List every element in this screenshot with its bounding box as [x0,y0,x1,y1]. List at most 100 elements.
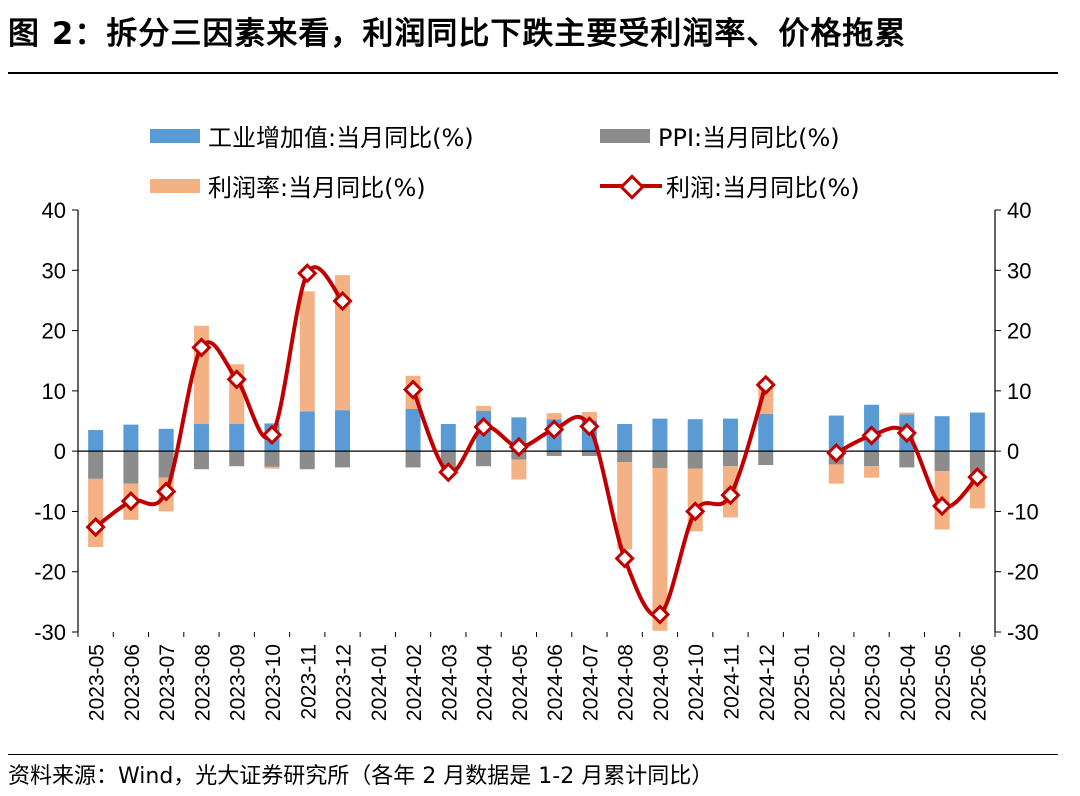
x-tick-label-2023-10: 2023-10 [262,644,285,721]
y-tick-label-right-20: 20 [1007,319,1031,344]
bar-industrial-2024-12 [758,413,774,452]
profit-point-2023-11 [297,263,318,284]
y-tick-label-left-40: 40 [42,198,66,223]
y-tick-label-right-40: 40 [1007,198,1031,223]
bar-industrial-2023-08 [193,424,209,452]
x-tick-label-2023-06: 2023-06 [121,644,144,721]
bar-industrial-2023-11 [299,411,315,452]
bar-margin-2024-08 [617,461,633,550]
profit-point-2024-09 [649,604,671,625]
x-tick-label-2023-12: 2023-12 [333,644,356,721]
x-tick-label-2023-08: 2023-08 [191,644,214,721]
x-tick-label-2024-05: 2024-05 [509,644,532,721]
y-tick-label-right--10: -10 [1007,499,1039,524]
bar-ppi-2025-04 [899,451,915,468]
x-tick-label-2023-05: 2023-05 [86,644,109,721]
legend-swatch-industrial [150,128,200,143]
bar-industrial-2023-07 [158,428,174,452]
legend-label-ppi: PPI:当月同比(%) [658,124,840,152]
y-tick-label-left--20: -20 [34,560,66,585]
bar-margin-2024-04 [476,405,492,411]
bar-ppi-2023-11 [299,451,315,470]
profit-point-2024-02 [402,379,424,400]
legend-swatch-margin [150,178,200,193]
profit-line-layer [85,263,988,625]
x-tick-label-2023-07: 2023-07 [156,644,179,721]
legend-item-profit: 利润:当月同比(%) [600,168,860,203]
profit-point-2024-10 [685,501,706,522]
bar-industrial-2023-09 [229,424,245,452]
profit-point-2024-07 [579,416,600,437]
bar-ppi-2023-09 [229,451,245,467]
bar-industrial-2023-12 [335,410,351,452]
bar-ppi-2024-04 [476,451,492,467]
bar-margin-2024-09 [652,468,668,631]
bar-ppi-2024-12 [758,451,774,466]
bar-ppi-2024-10 [687,451,703,469]
x-tick-label-2024-03: 2024-03 [438,644,461,721]
profit-point-2023-08 [191,337,212,358]
x-tick-label-2024-08: 2024-08 [615,644,638,721]
bar-industrial-2023-06 [123,424,139,452]
profit-line-segment-0 [94,265,345,529]
y-tick-label-left-0: 0 [54,439,66,464]
bar-ppi-2025-05 [934,451,950,472]
bar-margin-2024-07 [581,411,597,421]
bar-ppi-2024-06 [546,451,562,456]
profit-point-2025-06 [967,466,988,488]
legend-swatch-profit [600,173,662,200]
x-tick-label-2024-10: 2024-10 [685,644,708,721]
bar-industrial-2025-06 [969,412,985,452]
x-tick-label-2025-05: 2025-05 [932,644,955,721]
profit-point-2025-02 [826,442,847,464]
legend-item-ppi: PPI:当月同比(%) [600,118,840,153]
profit-point-2023-09 [226,369,247,390]
x-tick-label-2023-09: 2023-09 [227,644,250,721]
x-tick-label-2024-09: 2024-09 [650,644,673,721]
x-tick-label-2025-03: 2025-03 [862,644,885,721]
y-tick-label-right-10: 10 [1007,379,1031,404]
legend-item-margin: 利润率:当月同比(%) [150,168,426,203]
profit-point-2024-03 [438,462,459,483]
legend-item-industrial: 工业增加值:当月同比(%) [150,118,474,153]
x-tick-label-2025-01: 2025-01 [791,644,814,721]
source-note: 资料来源：Wind，光大证券研究所（各年 2 月数据是 1-2 月累计同比） [8,764,714,789]
profit-line-segment-1 [411,384,768,618]
x-tick-label-2024-06: 2024-06 [544,644,567,721]
x-tick-label-2024-02: 2024-02 [403,644,426,721]
y-tick-label-right--20: -20 [1007,560,1039,585]
legend-label-profit: 利润:当月同比(%) [666,174,860,202]
bar-ppi-2024-03 [440,451,456,469]
y-tick-label-right--30: -30 [1007,620,1039,645]
profit-point-2024-11 [720,485,741,506]
tick-labels-layer: -30 -30 -20 -20 -10 -10 0 0 10 10 20 20 30 30 40 40 2023… [34,198,1039,721]
bar-margin-2025-02 [828,464,844,484]
x-tick-label-2024-07: 2024-07 [579,644,602,721]
legend-label-industrial: 工业增加值:当月同比(%) [208,124,474,152]
legend-swatch-ppi [600,128,650,143]
bar-margin-2025-03 [864,466,880,478]
bar-industrial-2024-02 [405,408,421,452]
bar-ppi-2023-12 [335,451,351,468]
profit-point-2025-04 [896,422,917,444]
bar-margin-2023-12 [335,275,351,411]
y-tick-label-left-20: 20 [42,319,66,344]
profit-point-2025-03 [861,425,882,446]
x-tick-label-2025-06: 2025-06 [967,644,990,721]
bar-ppi-2025-03 [864,451,880,467]
bar-ppi-2024-08 [617,451,633,462]
source-divider [8,754,1058,755]
y-tick-label-left-10: 10 [42,379,66,404]
bar-industrial-2024-11 [722,418,738,452]
y-tick-label-right-30: 30 [1007,258,1031,283]
x-tick-label-2024-12: 2024-12 [756,644,779,721]
x-tick-label-2024-01: 2024-01 [368,644,391,721]
bar-industrial-2025-05 [934,416,950,452]
bar-ppi-2025-06 [969,451,985,473]
y-tick-label-left--30: -30 [34,620,66,645]
x-tick-label-2024-11: 2024-11 [720,644,743,720]
bar-ppi-2024-07 [581,451,597,456]
profit-point-2023-06 [120,491,142,512]
bar-ppi-2024-02 [405,451,421,468]
bar-industrial-2024-08 [617,424,633,452]
